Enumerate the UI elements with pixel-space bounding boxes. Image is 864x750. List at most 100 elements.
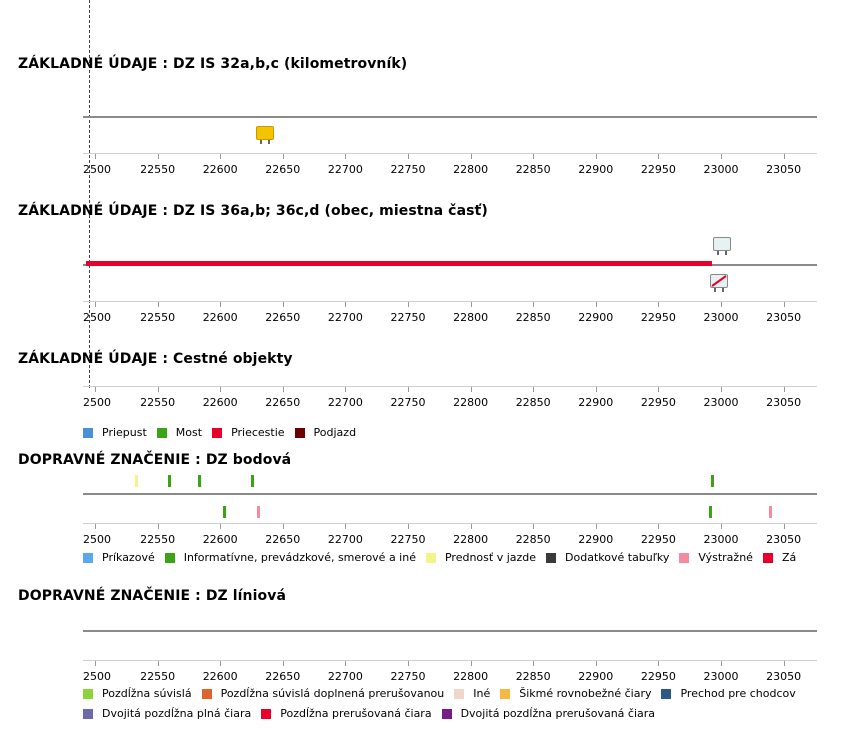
legend-item[interactable]: Dodatkové tabuľky	[546, 551, 669, 564]
axis-tick	[470, 302, 472, 307]
axis-tick	[95, 387, 96, 392]
legend-swatch	[212, 427, 223, 438]
axis-tick	[220, 524, 222, 529]
point-sign-marker[interactable]	[256, 506, 260, 518]
section-title-kilometrovnik: ZÁKLADNÉ ÚDAJE : DZ IS 32a,b,c (kilometr…	[18, 56, 408, 72]
axis-tick-label: 22800	[453, 670, 489, 683]
point-sign-marker[interactable]	[711, 475, 715, 487]
axis-tick-label: 22550	[140, 670, 176, 683]
legend-swatch	[661, 688, 672, 699]
axis-tick	[721, 661, 722, 666]
axis-tick	[470, 154, 472, 159]
axis-tick-label: 22650	[265, 670, 301, 683]
axis-tick-label: 23050	[766, 396, 802, 409]
legend-item[interactable]: Výstražné	[679, 551, 753, 564]
axis-tick-label: 2500	[83, 396, 111, 409]
legend-item[interactable]: Pozdĺžna prerušovaná čiara	[261, 707, 432, 720]
legend-swatch	[83, 708, 93, 719]
axis-tick-label: 23050	[766, 311, 802, 324]
axis-tick-label: 22600	[202, 533, 238, 546]
axis-tick-label: 22650	[265, 396, 301, 409]
kilometer-sign-icon[interactable]	[256, 126, 275, 144]
legend-linear-row-1: Pozdĺžna súvislá Pozdĺžna súvislá doplnen…	[83, 687, 817, 703]
legend-item[interactable]: Prednosť v jazde	[425, 551, 537, 564]
axis-ticks	[83, 524, 817, 530]
legend-swatch	[261, 708, 272, 719]
axis-tick	[721, 154, 722, 159]
axis-tick-label: 22700	[327, 396, 363, 409]
axis-tick-label: 22750	[390, 533, 426, 546]
legend-item[interactable]: Príkazové	[83, 551, 155, 564]
legend-label: Most	[175, 426, 203, 439]
axis-tick	[533, 302, 535, 307]
axis-tick	[470, 387, 472, 392]
axis-tick-label: 22950	[640, 533, 676, 546]
axis-tick	[783, 661, 785, 666]
legend-label: Zá	[781, 551, 797, 564]
axis-tick-label: 22750	[390, 163, 426, 176]
legend-item[interactable]: Dvojitá pozdĺžna prerušovaná čiara	[441, 707, 655, 720]
axis-tick	[658, 524, 660, 529]
point-sign-marker[interactable]	[708, 506, 712, 518]
axis-labels: 2500 22550 22600 22650 22700 22750 22800 22850 2…	[83, 163, 817, 177]
legend-label: Dvojitá pozdĺžna plná čiara	[102, 707, 252, 720]
point-sign-marker[interactable]	[768, 506, 772, 518]
legend-label: Pozdĺžna súvislá doplnená prerušovanou	[220, 687, 445, 700]
axis-tick-label: 22650	[265, 311, 301, 324]
town-entry-sign-icon[interactable]	[713, 237, 731, 255]
town-segment-bar[interactable]	[86, 261, 713, 266]
axis-tick-label: 23050	[766, 670, 802, 683]
legend-item[interactable]: Informatívne, prevádzkové, smerové a iné	[164, 551, 416, 564]
axis-ticks	[83, 154, 817, 160]
axis-tick	[470, 524, 472, 529]
legend-item[interactable]: Dvojitá pozdĺžna plná čiara	[83, 707, 251, 720]
legend-swatch	[83, 427, 93, 438]
point-sign-marker[interactable]	[167, 475, 171, 487]
axis-tick	[721, 387, 722, 392]
axis-tick	[783, 524, 785, 529]
axis-tick-label: 22750	[390, 670, 426, 683]
section-title-dz-bodova: DOPRAVNÉ ZNAČENIE : DZ bodová	[18, 452, 292, 468]
legend-label: Prednosť v jazde	[444, 551, 537, 564]
legend-item[interactable]: Pozdĺžna súvislá	[83, 687, 192, 700]
legend-item[interactable]: Podjazd	[294, 426, 356, 439]
axis-tick-label: 22950	[640, 670, 676, 683]
axis-tick-label: 22850	[515, 311, 551, 324]
legend-label: Príkazové	[102, 551, 155, 564]
legend-item[interactable]: Priepust	[83, 426, 147, 439]
point-sign-marker[interactable]	[197, 475, 201, 487]
axis-tick-label: 22600	[202, 396, 238, 409]
legend-label: Dodatkové tabuľky	[565, 551, 670, 564]
section-title-cestne-objekty: ZÁKLADNÉ ÚDAJE : Cestné objekty	[18, 351, 293, 367]
axis-tick-label: 22950	[640, 396, 676, 409]
section-title-obec: ZÁKLADNÉ ÚDAJE : DZ IS 36a,b; 36c,d (obe…	[18, 203, 488, 219]
legend-item[interactable]: Most	[156, 426, 203, 439]
axis-tick-label: 22900	[578, 311, 614, 324]
legend-item[interactable]: Šikmé rovnobežné čiary	[500, 687, 651, 700]
point-sign-marker[interactable]	[250, 475, 254, 487]
axis-tick-label: 22550	[140, 163, 176, 176]
axis-labels: 2500 22550 22600 22650 22700 22750 22800 22850 2…	[83, 396, 817, 410]
point-sign-marker[interactable]	[135, 475, 139, 487]
legend-item[interactable]: Pozdĺžna súvislá doplnená prerušovanou	[201, 687, 445, 700]
axis-tick	[345, 302, 347, 307]
axis-tick	[595, 387, 597, 392]
axis-tick	[157, 302, 159, 307]
legend-swatch	[156, 427, 167, 438]
legend-item[interactable]: Zá	[762, 551, 797, 564]
axis-line	[83, 660, 817, 661]
axis-tick-label: 23050	[766, 163, 802, 176]
legend-swatch	[454, 688, 465, 699]
legend-swatch	[500, 688, 511, 699]
axis-tick	[783, 387, 785, 392]
axis-tick-label: 22650	[265, 533, 301, 546]
town-exit-sign-icon[interactable]	[710, 274, 729, 292]
axis-tick	[95, 661, 96, 666]
point-sign-marker[interactable]	[222, 506, 226, 518]
axis-tick	[282, 524, 284, 529]
legend-swatch	[164, 552, 175, 563]
legend-item[interactable]: Iné	[454, 687, 490, 700]
axis-tick	[220, 154, 222, 159]
legend-item[interactable]: Priecestie	[212, 426, 285, 439]
legend-item[interactable]: Prechod pre chodcov	[661, 687, 796, 700]
